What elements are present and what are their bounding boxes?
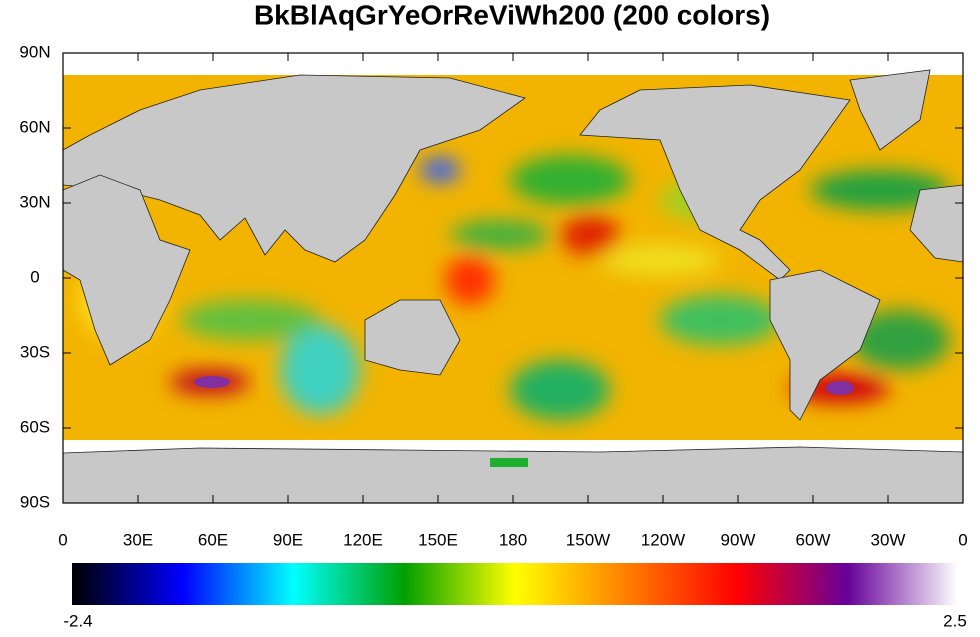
map-field <box>63 53 963 503</box>
x-tick-label: 180 <box>499 530 527 549</box>
x-tick-label: 60W <box>796 530 831 549</box>
y-tick-label: 90N <box>19 42 50 61</box>
x-tick-label: 150E <box>418 530 458 549</box>
x-tick-label: 120W <box>641 530 685 549</box>
x-tick-label: 60E <box>198 530 228 549</box>
x-tick-label: 120E <box>343 530 383 549</box>
y-tick-label: 30N <box>19 192 50 211</box>
x-tick-label: 90E <box>273 530 303 549</box>
y-tick-label: 60S <box>20 417 50 436</box>
x-tick-label: 90W <box>721 530 756 549</box>
x-tick-label: 30E <box>123 530 153 549</box>
y-tick-label: 90S <box>20 492 50 511</box>
x-tick-label: 0 <box>958 530 967 549</box>
colorbar <box>72 563 958 605</box>
y-tick-label: 0 <box>30 267 39 286</box>
x-tick-label: 150W <box>566 530 610 549</box>
x-tick-label: 0 <box>58 530 67 549</box>
title: BkBlAqGrYeOrReViWh200 (200 colors) <box>254 0 770 30</box>
colorbar-min-label: -2.4 <box>63 611 92 630</box>
colorbar-max-label: 2.5 <box>943 611 967 630</box>
y-tick-label: 60N <box>19 117 50 136</box>
y-tick-label: 30S <box>20 342 50 361</box>
x-tick-label: 30W <box>871 530 906 549</box>
